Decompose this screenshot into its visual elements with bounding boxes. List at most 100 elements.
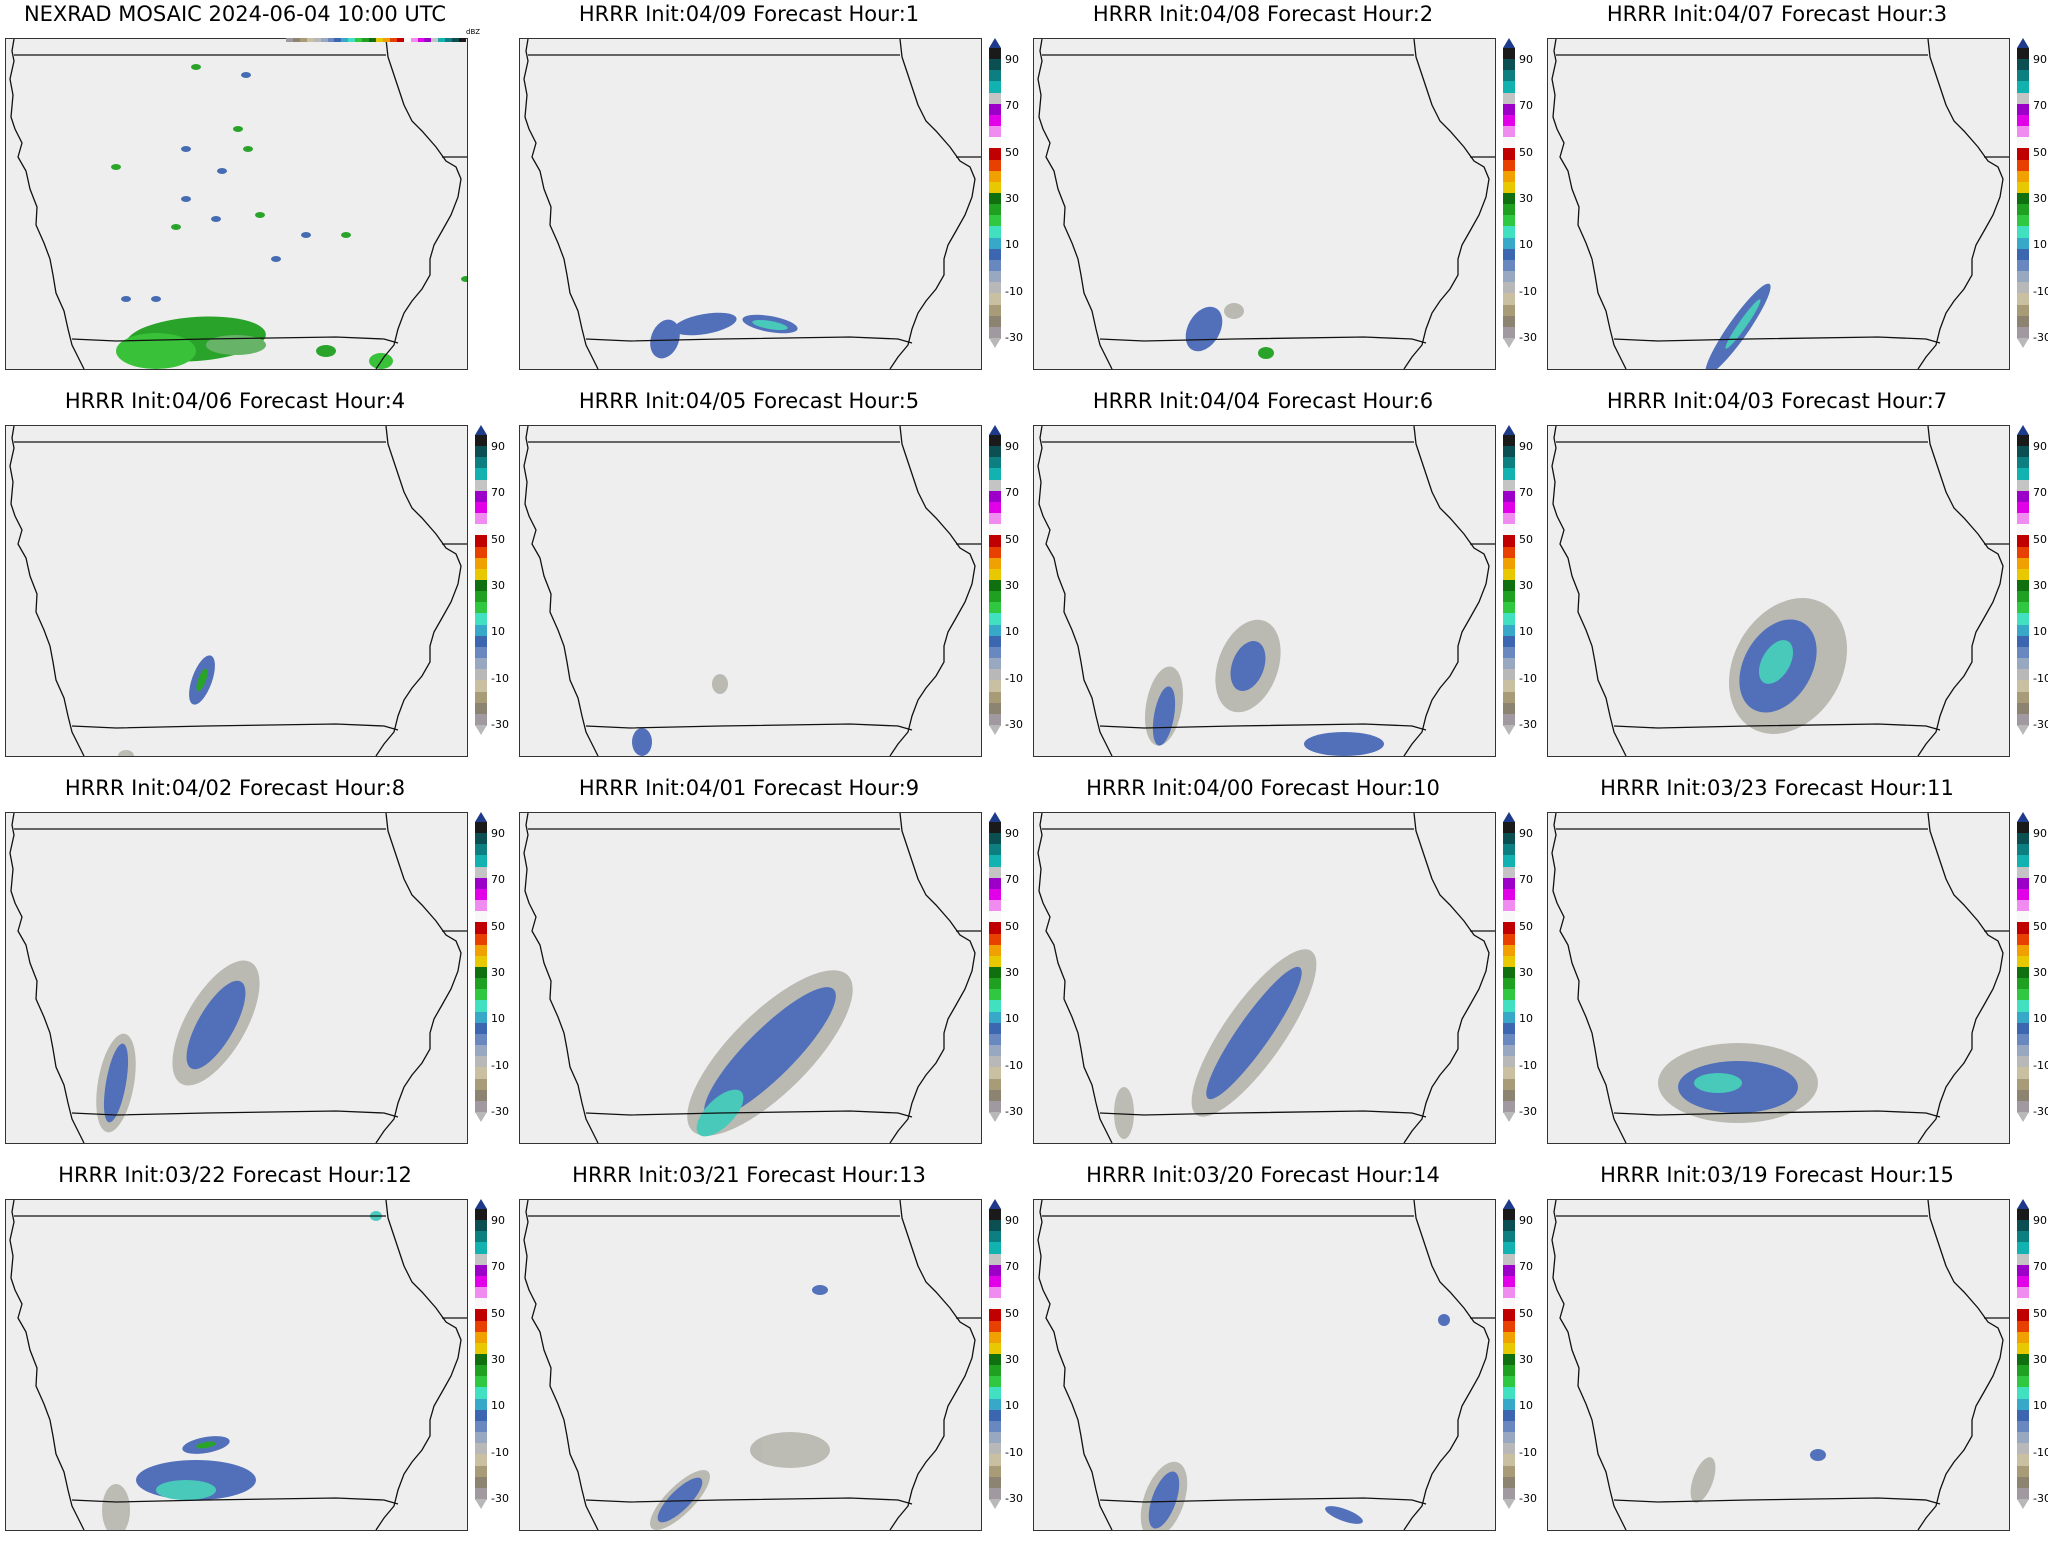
colorbar-segment — [989, 81, 1001, 94]
colorbar-segment — [989, 580, 1001, 592]
colorbar-segment — [1503, 613, 1515, 626]
colorbar-tick-label: 30 — [1519, 1353, 1533, 1366]
colorbar-segment — [989, 1045, 1001, 1058]
iowa-reflectivity-map — [519, 1199, 982, 1531]
colorbar-segment — [2017, 1476, 2029, 1489]
colorbar-segment — [1503, 1220, 1515, 1233]
colorbar-segment — [475, 1253, 487, 1266]
panel-title: HRRR Init:04/05 Forecast Hour:5 — [578, 389, 920, 413]
colorbar-segment — [475, 822, 487, 834]
colorbar-tick-label: 70 — [491, 1260, 505, 1274]
state-border-south — [585, 723, 913, 731]
colorbar-segment — [2017, 1487, 2029, 1500]
colorbar-segment — [1503, 1022, 1515, 1035]
colorbar-tick-label: 10 — [2033, 1399, 2047, 1413]
colorbar-max-arrow — [1503, 38, 1515, 48]
colorbar-segment — [475, 680, 487, 693]
colorbar-segment — [989, 1242, 1001, 1255]
colorbar-segment — [989, 646, 1001, 659]
colorbar-segment — [2017, 159, 2029, 172]
colorbar-segment — [2017, 1275, 2029, 1288]
colorbar-segment — [989, 713, 1001, 726]
state-border-east — [1403, 813, 1490, 1143]
colorbar-segment — [2017, 1342, 2029, 1355]
colorbar-segment — [989, 1253, 1001, 1266]
colorbar-segment — [1503, 658, 1515, 671]
colorbar-segment — [475, 1409, 487, 1422]
colorbar-tick-label: 50 — [2033, 532, 2047, 546]
state-border-west — [523, 426, 599, 756]
colorbar-segment — [1503, 635, 1515, 648]
colorbar-segment — [1503, 1309, 1515, 1322]
colorbar-segment — [2017, 1220, 2029, 1233]
mini-colorbar-segment — [382, 38, 390, 42]
colorbar-segment — [475, 1354, 487, 1366]
colorbar-tick-label: -10 — [2033, 1445, 2048, 1459]
mini-colorbar-segment — [299, 38, 307, 42]
colorbar-segment — [989, 1298, 1001, 1311]
colorbar-segment — [1503, 48, 1515, 60]
colorbar-segment — [475, 978, 487, 991]
colorbar-segment — [475, 1387, 487, 1400]
iowa-reflectivity-map — [5, 425, 468, 757]
colorbar-segment — [2017, 513, 2029, 526]
colorbar-segment — [2017, 446, 2029, 459]
colorbar-segment — [2017, 888, 2029, 901]
colorbar-min-arrow — [475, 1499, 487, 1509]
map-canvas — [1037, 39, 1495, 369]
colorbar-segment — [989, 822, 1001, 834]
colorbar-segment — [2017, 989, 2029, 1002]
colorbar-segment — [2017, 457, 2029, 470]
precip-echoes — [96, 960, 260, 1133]
mini-colorbar-segment — [438, 38, 446, 42]
colorbar-min-arrow — [1503, 1499, 1515, 1509]
precip-echoes — [118, 655, 215, 756]
colorbar-segment — [989, 215, 1001, 228]
colorbar-segment — [1503, 967, 1515, 979]
colorbar-segment — [2017, 1078, 2029, 1091]
colorbar-segment — [2017, 1454, 2029, 1467]
colorbar-segment — [2017, 635, 2029, 648]
colorbar-segment — [475, 1365, 487, 1378]
colorbar-segment — [475, 568, 487, 581]
precip-echoes — [1140, 1314, 1450, 1530]
colorbar-min-arrow — [2017, 338, 2029, 348]
reflectivity-colorbar: 90 70 50 30 10 -10 -30 — [989, 38, 1023, 348]
colorbar-max-arrow — [989, 38, 1001, 48]
state-border-south — [1099, 1110, 1427, 1118]
colorbar-segment — [989, 524, 1001, 537]
colorbar-segment — [2017, 1309, 2029, 1322]
map-panel: HRRR Init:04/02 Forecast Hour:8 90 70 50 30 1… — [0, 774, 514, 1161]
colorbar-segment — [2017, 501, 2029, 514]
colorbar-segment — [2017, 59, 2029, 72]
map-panel: NEXRAD MOSAIC 2024-06-04 10:00 UTC dBZ — [0, 0, 514, 387]
precip-echoes — [1658, 1043, 1818, 1123]
panel-title: HRRR Init:03/19 Forecast Hour:15 — [1600, 1163, 1954, 1187]
iowa-reflectivity-map — [1033, 812, 1496, 1144]
colorbar-max-arrow — [989, 425, 1001, 435]
state-border-west — [1037, 426, 1113, 756]
colorbar-max-arrow — [2017, 812, 2029, 822]
colorbar-segment — [1503, 1320, 1515, 1333]
colorbar-segment — [989, 479, 1001, 492]
colorbar-tick-label: 50 — [491, 1306, 505, 1320]
colorbar-segment — [475, 1454, 487, 1467]
colorbar-segment — [989, 293, 1001, 306]
panel-title: HRRR Init:03/23 Forecast Hour:11 — [1600, 776, 1954, 800]
colorbar-segment — [989, 103, 1001, 116]
colorbar-tick-label: 30 — [491, 1353, 505, 1366]
precip-echoes — [1114, 949, 1317, 1139]
reflectivity-colorbar: 90 70 50 30 10 -10 -30 — [2017, 1199, 2048, 1509]
colorbar-segment — [475, 1376, 487, 1389]
colorbar-segment — [989, 989, 1001, 1002]
mini-colorbar-segment — [306, 38, 314, 42]
colorbar-segment — [475, 1309, 487, 1322]
colorbar-tick-label: 10 — [491, 1399, 505, 1413]
colorbar-segment — [989, 624, 1001, 637]
colorbar-segment — [1503, 304, 1515, 317]
colorbar-segment — [989, 691, 1001, 704]
colorbar-segment — [1503, 1056, 1515, 1069]
colorbar-segment — [989, 435, 1001, 447]
colorbar-segment — [475, 713, 487, 726]
